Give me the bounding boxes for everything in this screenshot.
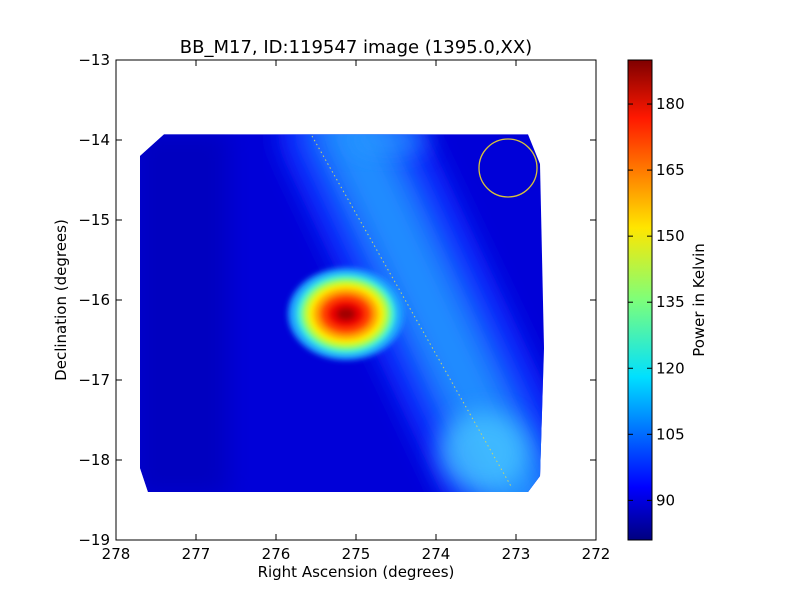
colorbar-tick-label: 135 [656, 293, 685, 311]
colorbar-label: Power in Kelvin [690, 243, 708, 357]
x-tick-label: 275 [342, 545, 371, 563]
y-tick-label: −15 [78, 211, 110, 229]
y-tick-label: −18 [78, 451, 110, 469]
colorbar [627, 59, 653, 541]
beam-circle [478, 138, 538, 198]
y-tick-label: −16 [78, 291, 110, 309]
y-tick-label: −17 [78, 371, 110, 389]
y-axis-label: Declination (degrees) [52, 219, 70, 381]
chart-title: BB_M17, ID:119547 image (1395.0,XX) [180, 37, 532, 58]
x-axis-label: Right Ascension (degrees) [258, 563, 455, 581]
heatmap-image [140, 134, 544, 492]
colorbar-tick-label: 165 [656, 161, 685, 179]
x-axis-ticks: 278 277 276 275 274 273 272 [102, 60, 611, 563]
colorbar-tick-label: 180 [656, 95, 685, 113]
colorbar-tick-label: 120 [656, 359, 685, 377]
x-tick-label: 274 [422, 545, 451, 563]
x-tick-label: 278 [102, 545, 131, 563]
y-axis-ticks: −13 −14 −15 −16 −17 −18 −19 [78, 51, 596, 549]
colorbar-ticks: 90 105 120 135 150 165 180 [628, 95, 685, 509]
y-tick-label: −14 [78, 131, 110, 149]
y-tick-label: −13 [78, 51, 110, 69]
colorbar-tick-label: 105 [656, 425, 685, 443]
colorbar-tick-label: 90 [656, 491, 675, 509]
x-tick-label: 273 [502, 545, 531, 563]
x-tick-label: 277 [182, 545, 211, 563]
emission-layers [140, 134, 544, 492]
x-tick-label: 276 [262, 545, 291, 563]
y-tick-label: −19 [78, 531, 110, 549]
colorbar-tick-label: 150 [656, 227, 685, 245]
x-tick-label: 272 [582, 545, 611, 563]
